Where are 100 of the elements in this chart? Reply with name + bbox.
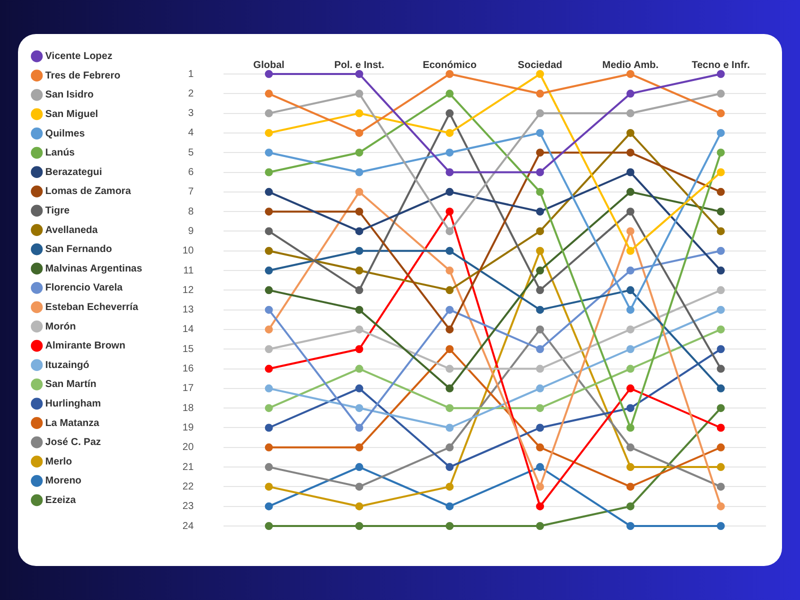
y-tick-label: 24 bbox=[182, 520, 194, 532]
point bbox=[264, 384, 273, 392]
y-tick-label: 20 bbox=[182, 442, 194, 454]
point bbox=[355, 306, 364, 314]
point bbox=[536, 109, 544, 118]
point bbox=[716, 227, 725, 236]
point bbox=[446, 325, 454, 334]
point bbox=[536, 128, 544, 137]
y-tick-label: 14 bbox=[182, 324, 194, 336]
point bbox=[536, 443, 544, 452]
point bbox=[716, 463, 725, 472]
point bbox=[626, 502, 634, 510]
y-tick-label: 23 bbox=[182, 501, 194, 512]
point bbox=[355, 364, 364, 373]
point bbox=[264, 404, 273, 412]
y-tick-label: 2 bbox=[188, 88, 194, 100]
point bbox=[446, 306, 454, 314]
point bbox=[355, 502, 364, 510]
point bbox=[446, 384, 454, 392]
point bbox=[264, 502, 273, 510]
point bbox=[716, 188, 725, 196]
legend-label: Tres de Febrero bbox=[45, 70, 120, 82]
point bbox=[446, 208, 454, 216]
point bbox=[536, 168, 544, 176]
point bbox=[536, 70, 544, 78]
point bbox=[264, 90, 273, 98]
point bbox=[264, 424, 273, 432]
point bbox=[536, 463, 544, 472]
point bbox=[716, 404, 725, 412]
point bbox=[446, 109, 454, 118]
point bbox=[355, 168, 364, 176]
point bbox=[355, 463, 364, 472]
point bbox=[446, 128, 454, 137]
point bbox=[264, 148, 273, 157]
point bbox=[355, 286, 364, 294]
point bbox=[264, 168, 273, 176]
point bbox=[716, 384, 725, 392]
y-tick-label: 4 bbox=[188, 128, 194, 139]
point bbox=[355, 109, 364, 118]
point bbox=[264, 109, 273, 118]
point bbox=[626, 522, 634, 530]
legend-label: Hurlingham bbox=[45, 398, 101, 410]
point bbox=[355, 266, 364, 275]
y-tick-label: 15 bbox=[182, 344, 194, 355]
y-tick-label: 1 bbox=[188, 68, 194, 80]
point bbox=[626, 227, 634, 236]
y-tick-label: 9 bbox=[188, 226, 194, 237]
point bbox=[716, 168, 725, 176]
point bbox=[536, 345, 544, 354]
legend-label: Berazategui bbox=[45, 166, 102, 178]
point bbox=[355, 424, 364, 432]
point bbox=[716, 424, 725, 432]
point bbox=[626, 424, 634, 432]
point bbox=[716, 286, 725, 294]
point bbox=[536, 384, 544, 392]
point bbox=[626, 325, 634, 334]
point bbox=[716, 306, 725, 314]
point bbox=[264, 364, 273, 373]
point bbox=[355, 384, 364, 392]
legend-label: Vicente Lopez bbox=[45, 51, 112, 62]
y-tick-label: 13 bbox=[182, 304, 194, 316]
point bbox=[355, 128, 364, 137]
point bbox=[626, 364, 634, 373]
point bbox=[446, 364, 454, 373]
point bbox=[446, 168, 454, 176]
y-tick-label: 5 bbox=[188, 147, 194, 158]
point bbox=[716, 482, 725, 491]
legend-label: Almirante Brown bbox=[45, 340, 126, 352]
point bbox=[536, 502, 544, 510]
point bbox=[536, 208, 544, 216]
point bbox=[355, 70, 364, 78]
point bbox=[536, 325, 544, 334]
point bbox=[264, 266, 273, 275]
point bbox=[626, 90, 634, 98]
y-tick-label: 7 bbox=[188, 186, 194, 198]
point bbox=[446, 286, 454, 294]
point bbox=[716, 364, 725, 373]
x-tick-label: Sociedad bbox=[518, 60, 562, 71]
legend-label: San Miguel bbox=[45, 108, 98, 120]
point bbox=[264, 227, 273, 236]
point bbox=[355, 246, 364, 255]
point bbox=[446, 443, 454, 452]
x-tick-label: Económico bbox=[422, 60, 477, 71]
y-tick-label: 10 bbox=[182, 246, 194, 257]
point bbox=[446, 502, 454, 510]
point bbox=[716, 443, 725, 452]
point bbox=[716, 208, 725, 216]
point bbox=[626, 128, 634, 137]
point bbox=[355, 148, 364, 157]
point bbox=[716, 109, 725, 118]
point bbox=[446, 404, 454, 412]
y-tick-label: 19 bbox=[182, 422, 194, 434]
point bbox=[626, 482, 634, 491]
point bbox=[355, 345, 364, 354]
point bbox=[264, 246, 273, 255]
legend-label: Ezeiza bbox=[45, 494, 76, 506]
legend-label: La Matanza bbox=[45, 418, 100, 429]
point bbox=[446, 227, 454, 236]
point bbox=[446, 482, 454, 491]
x-tick-label: Tecno e Infr. bbox=[692, 60, 750, 71]
